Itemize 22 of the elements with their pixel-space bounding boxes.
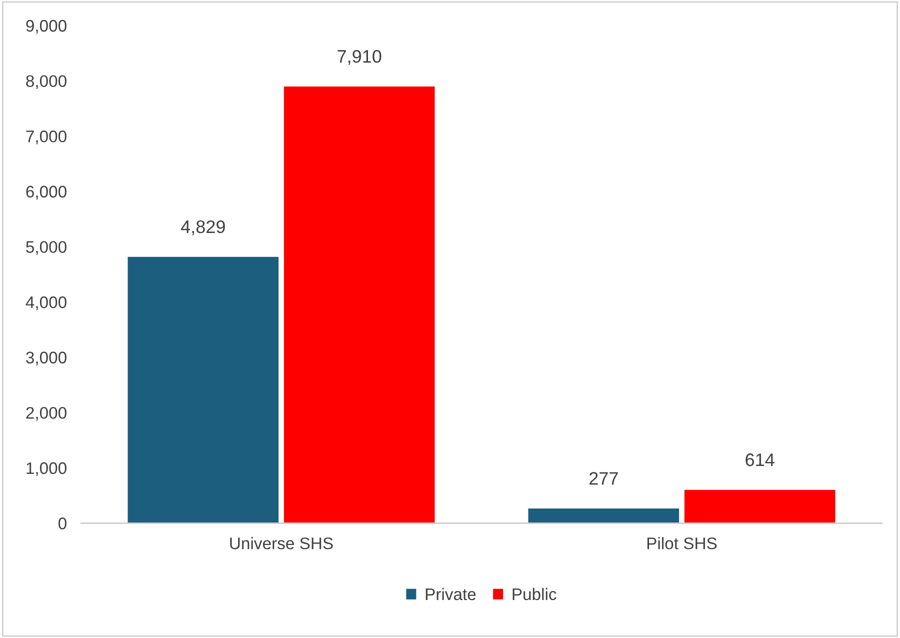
y-tick-label: 7,000	[26, 130, 66, 144]
y-tick-label: 9,000	[26, 20, 66, 34]
bar	[526, 507, 680, 524]
y-tick-label: 1,000	[26, 462, 66, 476]
y-tick-label: 2,000	[26, 406, 66, 421]
data-label: 7,910	[338, 50, 382, 65]
x-tick-label: Pilot SHS	[647, 537, 717, 550]
x-tick-label: Universe SHS	[230, 537, 333, 550]
bar	[282, 85, 436, 524]
y-tick-label: 8,000	[26, 75, 66, 89]
bar	[683, 488, 837, 524]
legend-label: Public	[512, 588, 556, 600]
legend-label: Private	[426, 588, 476, 600]
y-tick-label: 6,000	[26, 186, 66, 200]
y-tick-label: 3,000	[26, 352, 66, 366]
y-tick-label: 4,000	[26, 296, 66, 310]
bar	[126, 255, 280, 524]
y-tick-label: 0	[58, 518, 66, 530]
y-tick-label: 5,000	[26, 241, 66, 255]
data-label: 277	[590, 472, 618, 485]
data-label: 4,829	[180, 220, 225, 236]
data-label: 614	[746, 453, 774, 466]
